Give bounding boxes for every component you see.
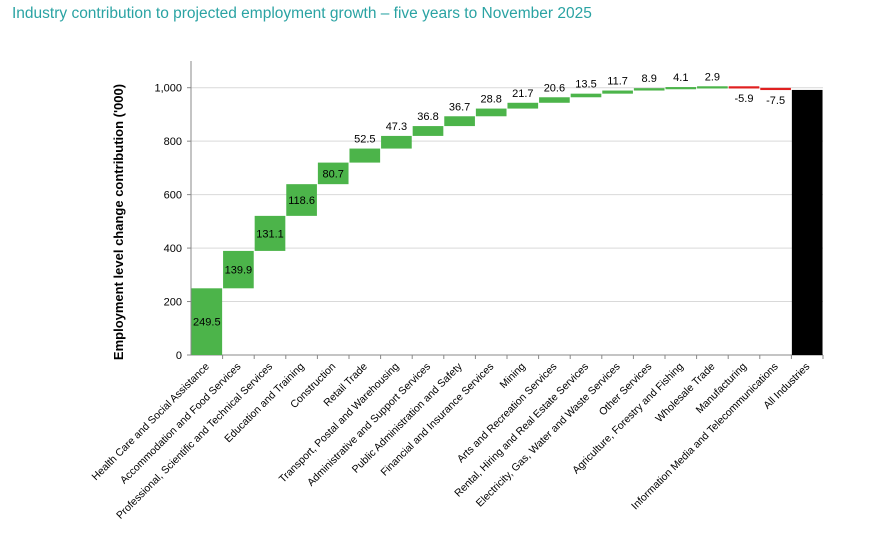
value-label: 8.9 <box>642 73 657 85</box>
value-label: 47.3 <box>386 121 407 133</box>
value-label: 20.6 <box>544 82 565 94</box>
bar <box>602 90 633 94</box>
bar <box>633 88 665 91</box>
value-label: 249.5 <box>193 317 221 329</box>
category-label: Health Care and Social Assistance <box>90 361 213 484</box>
bar <box>349 148 381 163</box>
category-labels: Health Care and Social AssistanceAccommo… <box>90 360 813 522</box>
bar <box>223 250 254 289</box>
value-label: 2.9 <box>705 71 720 83</box>
bar <box>697 86 728 89</box>
value-label: -5.9 <box>735 93 754 105</box>
value-label: 11.7 <box>607 76 628 88</box>
value-label: 36.8 <box>417 111 438 123</box>
value-label: 21.7 <box>512 88 533 100</box>
bar <box>728 86 760 89</box>
bar <box>475 108 507 117</box>
value-labels: 249.5 139.9 131.1 118.6 80.7 52.5 47.3 36.8 36.7… <box>193 71 821 328</box>
bar <box>444 116 475 127</box>
y-tick-label: 800 <box>164 136 182 148</box>
value-label: -7.5 <box>766 95 785 107</box>
value-label: 13.5 <box>575 79 596 91</box>
bar <box>254 215 286 251</box>
bar <box>191 288 223 355</box>
y-tick-label: 1,000 <box>154 83 182 95</box>
value-label: 118.6 <box>288 195 315 207</box>
bar <box>412 126 444 136</box>
gridlines <box>191 87 823 303</box>
category-label: Accommodation and Food Services <box>118 361 244 487</box>
y-axis-label: Employment level change contribution ('0… <box>111 84 126 360</box>
bar <box>539 97 570 103</box>
value-label: 36.7 <box>449 101 470 113</box>
category-label: Mining <box>498 361 528 391</box>
bar <box>570 93 602 98</box>
bar <box>317 162 349 185</box>
y-tick-label: 200 <box>164 297 182 309</box>
value-label: 991.6 <box>793 217 821 229</box>
bar <box>760 87 791 91</box>
value-label: 4.1 <box>673 72 688 84</box>
bar <box>286 184 317 216</box>
bar <box>381 135 412 149</box>
value-label: 139.9 <box>225 265 253 277</box>
axes: 0 200 400 600 800 1,000 <box>154 60 824 362</box>
bar <box>665 87 697 90</box>
value-label: 52.5 <box>354 134 375 146</box>
category-label: Electricity, Gas, Water and Waste Servic… <box>474 361 623 510</box>
category-label: Information Media and Telecommunications <box>629 361 781 513</box>
y-tick-label: 0 <box>176 350 182 362</box>
y-tick-label: 600 <box>164 190 182 202</box>
y-tick-label: 400 <box>164 243 182 255</box>
bar <box>791 89 823 356</box>
value-label: 28.8 <box>480 94 501 106</box>
value-label: 131.1 <box>256 228 284 240</box>
value-label: 80.7 <box>322 168 343 180</box>
bar <box>507 102 539 109</box>
chart-title: Industry contribution to projected emplo… <box>12 5 592 22</box>
bars <box>191 86 823 356</box>
